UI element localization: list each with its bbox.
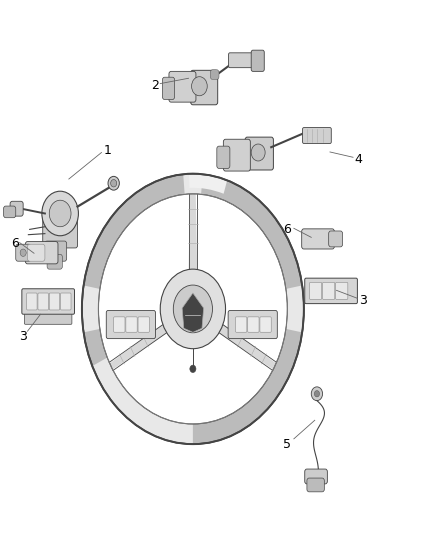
- FancyBboxPatch shape: [114, 317, 125, 332]
- FancyBboxPatch shape: [228, 311, 277, 338]
- FancyBboxPatch shape: [305, 469, 327, 484]
- Text: 4: 4: [355, 153, 363, 166]
- FancyBboxPatch shape: [322, 282, 335, 300]
- FancyBboxPatch shape: [60, 293, 71, 310]
- FancyBboxPatch shape: [210, 70, 219, 79]
- FancyBboxPatch shape: [16, 244, 31, 261]
- Circle shape: [314, 391, 320, 397]
- FancyBboxPatch shape: [138, 317, 149, 332]
- FancyBboxPatch shape: [4, 206, 16, 217]
- Text: 2: 2: [152, 79, 159, 92]
- Wedge shape: [84, 329, 107, 366]
- FancyBboxPatch shape: [307, 478, 324, 492]
- Circle shape: [311, 387, 322, 401]
- FancyBboxPatch shape: [169, 71, 196, 102]
- Polygon shape: [110, 324, 167, 369]
- FancyBboxPatch shape: [328, 231, 343, 247]
- FancyBboxPatch shape: [251, 50, 264, 71]
- Polygon shape: [182, 293, 204, 332]
- Text: 6: 6: [283, 223, 291, 236]
- FancyBboxPatch shape: [217, 146, 230, 168]
- FancyBboxPatch shape: [236, 317, 247, 332]
- Wedge shape: [201, 174, 302, 289]
- Circle shape: [191, 77, 207, 96]
- Text: 1: 1: [104, 144, 112, 157]
- FancyBboxPatch shape: [10, 201, 23, 216]
- FancyBboxPatch shape: [305, 278, 357, 304]
- Wedge shape: [84, 174, 185, 289]
- FancyBboxPatch shape: [28, 244, 45, 261]
- Circle shape: [160, 269, 226, 349]
- Circle shape: [173, 285, 212, 333]
- Circle shape: [20, 249, 26, 256]
- Text: 6: 6: [11, 237, 19, 250]
- FancyBboxPatch shape: [25, 311, 72, 324]
- FancyBboxPatch shape: [223, 139, 251, 171]
- FancyBboxPatch shape: [191, 70, 218, 105]
- Circle shape: [108, 176, 119, 190]
- FancyBboxPatch shape: [49, 293, 60, 310]
- FancyBboxPatch shape: [162, 77, 175, 100]
- FancyBboxPatch shape: [303, 127, 331, 143]
- Circle shape: [42, 191, 78, 236]
- Wedge shape: [193, 329, 302, 444]
- Wedge shape: [189, 174, 227, 193]
- FancyBboxPatch shape: [302, 229, 334, 249]
- FancyBboxPatch shape: [38, 293, 48, 310]
- FancyBboxPatch shape: [22, 289, 74, 314]
- FancyBboxPatch shape: [25, 241, 58, 264]
- Polygon shape: [219, 324, 276, 369]
- Circle shape: [111, 180, 117, 187]
- Circle shape: [190, 365, 196, 373]
- FancyBboxPatch shape: [245, 137, 273, 170]
- Text: 3: 3: [359, 294, 367, 307]
- FancyBboxPatch shape: [106, 311, 155, 338]
- Wedge shape: [82, 174, 304, 444]
- FancyBboxPatch shape: [43, 214, 78, 248]
- FancyBboxPatch shape: [45, 241, 67, 261]
- Text: 5: 5: [283, 438, 291, 450]
- FancyBboxPatch shape: [47, 254, 62, 269]
- FancyBboxPatch shape: [248, 317, 259, 332]
- Circle shape: [49, 200, 71, 227]
- FancyBboxPatch shape: [260, 317, 271, 332]
- Circle shape: [251, 144, 265, 161]
- Text: 3: 3: [19, 330, 27, 343]
- FancyBboxPatch shape: [126, 317, 137, 332]
- FancyBboxPatch shape: [310, 282, 322, 300]
- FancyBboxPatch shape: [336, 282, 348, 300]
- Polygon shape: [189, 194, 197, 269]
- FancyBboxPatch shape: [229, 53, 255, 68]
- FancyBboxPatch shape: [27, 293, 37, 310]
